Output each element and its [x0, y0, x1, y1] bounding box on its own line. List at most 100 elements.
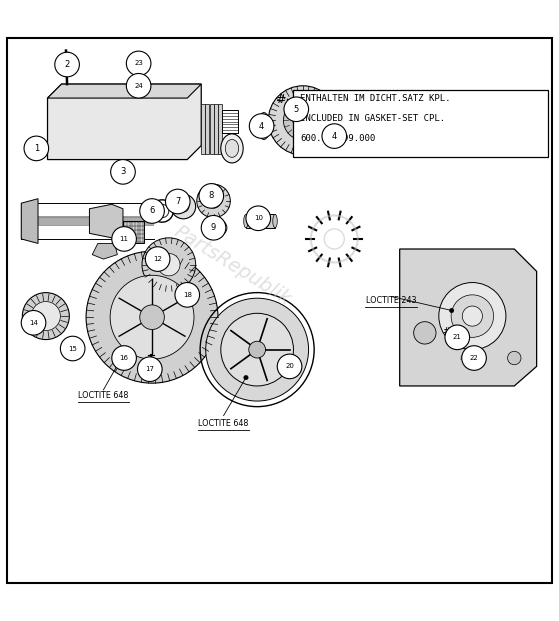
Polygon shape: [92, 243, 117, 259]
Circle shape: [145, 247, 170, 271]
Circle shape: [55, 52, 79, 77]
Circle shape: [31, 302, 60, 330]
Text: 8: 8: [209, 191, 214, 201]
Circle shape: [211, 220, 227, 235]
Text: PartsRepublik: PartsRepublik: [170, 222, 294, 309]
Circle shape: [140, 305, 164, 330]
Text: 7: 7: [175, 197, 181, 206]
Circle shape: [439, 283, 506, 350]
Ellipse shape: [336, 112, 348, 140]
Circle shape: [111, 160, 135, 184]
Circle shape: [445, 325, 470, 350]
Circle shape: [244, 375, 248, 380]
Bar: [123, 221, 144, 243]
Text: 600.30.099.000: 600.30.099.000: [300, 134, 376, 143]
Circle shape: [201, 215, 226, 240]
Text: 1: 1: [34, 144, 39, 153]
Bar: [201, 104, 205, 154]
Text: 3: 3: [120, 168, 126, 176]
Circle shape: [449, 308, 454, 313]
Bar: [293, 89, 548, 156]
Bar: [246, 214, 275, 228]
Text: KTM: KTM: [460, 355, 477, 361]
Text: #: #: [118, 176, 126, 186]
Circle shape: [138, 357, 162, 381]
Circle shape: [158, 253, 180, 276]
Circle shape: [126, 51, 151, 76]
Circle shape: [462, 346, 486, 370]
Text: 2: 2: [64, 60, 70, 69]
Ellipse shape: [225, 140, 239, 157]
Circle shape: [112, 346, 136, 370]
Circle shape: [115, 363, 120, 368]
Circle shape: [451, 295, 494, 337]
Circle shape: [86, 252, 218, 383]
Polygon shape: [89, 204, 123, 238]
Bar: [222, 111, 238, 133]
Text: LOCTITE 648: LOCTITE 648: [198, 419, 249, 428]
Circle shape: [268, 86, 338, 155]
Circle shape: [22, 292, 69, 340]
Circle shape: [206, 194, 221, 208]
Text: 6: 6: [149, 207, 155, 215]
Circle shape: [322, 124, 347, 148]
Text: 17: 17: [145, 366, 154, 372]
Circle shape: [295, 112, 311, 129]
Text: 11: 11: [120, 236, 129, 242]
Circle shape: [126, 73, 151, 98]
Text: 22: 22: [470, 355, 479, 361]
Circle shape: [175, 283, 200, 307]
Text: 14: 14: [29, 320, 38, 326]
Text: ENTHALTEN IM DICHT.SATZ KPL.: ENTHALTEN IM DICHT.SATZ KPL.: [300, 94, 451, 103]
Text: 24: 24: [134, 83, 143, 89]
Circle shape: [140, 199, 164, 224]
Polygon shape: [21, 199, 38, 243]
Bar: [206, 104, 210, 154]
Text: #: #: [276, 93, 286, 106]
Circle shape: [277, 354, 302, 379]
Ellipse shape: [244, 214, 248, 228]
Text: 23: 23: [134, 60, 143, 66]
Bar: [218, 104, 222, 154]
Text: LOCTITE 648: LOCTITE 648: [78, 391, 129, 400]
Circle shape: [462, 306, 482, 326]
Circle shape: [73, 342, 82, 351]
Circle shape: [197, 184, 230, 218]
Text: 20: 20: [285, 363, 294, 369]
Text: 18: 18: [183, 292, 192, 298]
Circle shape: [178, 201, 189, 212]
Circle shape: [249, 342, 266, 358]
Ellipse shape: [339, 118, 345, 134]
Text: 4: 4: [331, 132, 337, 140]
Text: 4: 4: [259, 122, 264, 130]
Circle shape: [199, 184, 224, 208]
Polygon shape: [48, 84, 201, 160]
Polygon shape: [48, 84, 201, 98]
Circle shape: [24, 136, 49, 161]
Circle shape: [60, 336, 85, 361]
Text: LOCTITE 243: LOCTITE 243: [366, 296, 416, 305]
Circle shape: [165, 189, 190, 214]
Text: 9: 9: [211, 224, 216, 232]
Circle shape: [283, 101, 323, 140]
Circle shape: [221, 314, 293, 386]
Text: 21: 21: [453, 334, 462, 340]
Circle shape: [171, 194, 196, 219]
Polygon shape: [400, 249, 537, 386]
Circle shape: [508, 351, 521, 365]
Text: #: #: [442, 327, 450, 337]
Text: INCLUDED IN GASKET-SET CPL.: INCLUDED IN GASKET-SET CPL.: [300, 114, 446, 124]
Circle shape: [284, 97, 309, 122]
Circle shape: [21, 310, 46, 335]
Circle shape: [215, 224, 223, 232]
Text: 10: 10: [254, 215, 263, 221]
Bar: [210, 104, 214, 154]
Ellipse shape: [273, 214, 277, 228]
Circle shape: [249, 114, 274, 138]
Text: 15: 15: [68, 345, 77, 351]
Circle shape: [110, 275, 194, 359]
Bar: [214, 104, 218, 154]
Circle shape: [125, 353, 132, 360]
Circle shape: [414, 322, 436, 344]
Ellipse shape: [260, 118, 267, 134]
